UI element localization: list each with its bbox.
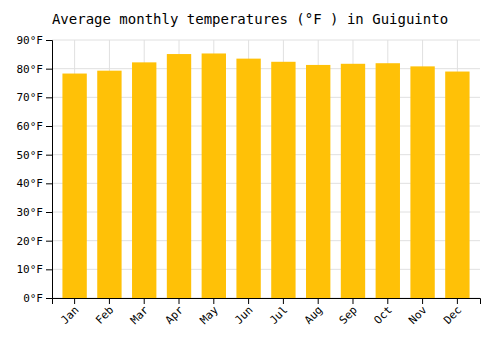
bar [306, 65, 330, 298]
x-tick-label: Jul [267, 304, 290, 327]
x-tick-mark [318, 298, 319, 304]
bar [445, 72, 469, 298]
y-tick-label: 0°F [23, 292, 43, 305]
chart-container: 0°F 10°F 20°F 30°F 40°F 50°F 60°F 70°F 80°F 90°F J… [0, 0, 500, 350]
bar [410, 66, 434, 298]
chart-title: Average monthly temperatures (°F ) in Gu… [52, 11, 448, 27]
x-tick-mark [422, 298, 423, 304]
x-tick: Oct [371, 298, 394, 327]
y-tick-mark [46, 69, 52, 70]
bar [341, 64, 365, 298]
y-tick-mark [46, 183, 52, 184]
y-tick: 50°F [17, 149, 53, 162]
x-tick: Jun [232, 298, 255, 327]
x-tick-label: Dec [441, 304, 464, 327]
x-tick: Nov [406, 298, 430, 327]
y-tick-mark [46, 40, 52, 41]
x-tick-label: Nov [406, 303, 430, 327]
bar [62, 74, 86, 298]
y-tick: 10°F [17, 263, 53, 276]
x-tick-mark [457, 298, 458, 304]
y-tick: 80°F [17, 63, 53, 76]
x-tick-label: Mar [128, 303, 152, 327]
x-tick: Apr [163, 298, 187, 327]
x-tick-mark [144, 298, 145, 304]
y-axis: 0°F 10°F 20°F 30°F 40°F 50°F 60°F 70°F 80°F 90°F [17, 34, 53, 305]
y-tick-label: 40°F [17, 177, 44, 190]
x-tick-mark [179, 298, 180, 304]
y-tick-mark [46, 212, 52, 213]
x-tick-label: Oct [371, 304, 394, 327]
y-tick: 20°F [17, 235, 53, 248]
y-tick: 0°F [23, 292, 52, 305]
y-tick: 90°F [17, 34, 53, 47]
x-tick: Aug [302, 298, 325, 327]
grid [52, 40, 480, 298]
y-tick-label: 60°F [17, 120, 44, 133]
x-tick: Jul [267, 298, 290, 327]
x-tick: May [197, 298, 221, 327]
y-tick-label: 30°F [17, 206, 44, 219]
y-tick: 40°F [17, 177, 53, 190]
x-tick-mark [213, 298, 214, 304]
x-tick-mark [387, 298, 388, 304]
x-tick-label: Sep [337, 304, 360, 327]
y-tick: 70°F [17, 91, 53, 104]
bars [62, 53, 469, 298]
y-tick-mark [46, 155, 52, 156]
y-grid-line [52, 40, 480, 41]
x-tick-mark [283, 298, 284, 304]
y-tick-mark [46, 269, 52, 270]
y-tick: 30°F [17, 206, 53, 219]
y-tick-label: 90°F [17, 34, 44, 47]
y-tick-mark [46, 298, 52, 299]
x-tick-label: Feb [93, 304, 116, 327]
y-tick: 60°F [17, 120, 53, 133]
x-tick: Sep [337, 298, 360, 327]
x-tick-mark [352, 298, 353, 304]
x-tick: Feb [93, 298, 116, 327]
y-axis-line [46, 41, 53, 299]
chart-svg: 0°F 10°F 20°F 30°F 40°F 50°F 60°F 70°F 80°F 90°F J… [0, 0, 500, 350]
x-axis-line [53, 299, 481, 305]
x-tick-mark [248, 298, 249, 304]
plot-area: 0°F 10°F 20°F 30°F 40°F 50°F 60°F 70°F 80°F 90°F J… [17, 34, 481, 327]
x-axis: Jan Feb Mar Apr May Jun Jul Aug Sep Oct Nov Dec [53, 298, 481, 327]
y-tick-mark [46, 126, 52, 127]
bar [132, 62, 156, 298]
x-tick-label: Apr [163, 303, 187, 327]
y-tick-label: 80°F [17, 63, 44, 76]
y-tick-mark [46, 97, 52, 98]
x-tick-label: May [197, 303, 221, 327]
bar [97, 71, 121, 298]
y-tick-label: 10°F [17, 263, 44, 276]
y-tick-mark [46, 241, 52, 242]
x-tick-mark [109, 298, 110, 304]
x-tick: Dec [441, 298, 464, 327]
y-tick-label: 20°F [17, 235, 44, 248]
bar [271, 62, 295, 298]
x-tick: Mar [128, 298, 152, 327]
bar [167, 54, 191, 298]
x-tick-label: Jan [58, 304, 81, 327]
x-tick-label: Jun [232, 304, 255, 327]
bar [202, 53, 226, 298]
bar [376, 63, 400, 298]
y-tick-label: 70°F [17, 91, 44, 104]
bar [236, 59, 260, 298]
x-tick-label: Aug [302, 304, 325, 327]
x-tick: Jan [58, 298, 81, 327]
y-tick-label: 50°F [17, 149, 44, 162]
x-tick-mark [74, 298, 75, 304]
